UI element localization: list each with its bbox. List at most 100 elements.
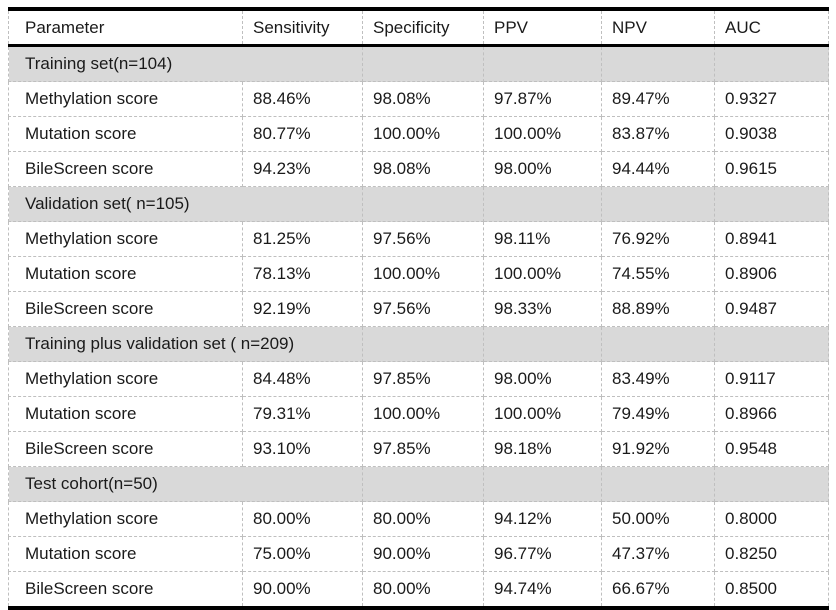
column-header-auc: AUC <box>714 8 829 47</box>
table-row: Methylation score 84.48% 97.85% 98.00% 83.49… <box>8 361 829 397</box>
cell-sensitivity: 79.31% <box>242 396 363 432</box>
cell-sensitivity: 81.25% <box>242 221 363 257</box>
column-header-sensitivity: Sensitivity <box>242 8 363 47</box>
cell-specificity: 97.56% <box>362 291 484 327</box>
cell-ppv: 94.74% <box>483 571 602 609</box>
section-empty-cell <box>483 45 602 82</box>
row-label: Mutation score <box>8 536 243 572</box>
table-row: BileScreen score 92.19% 97.56% 98.33% 88.89%… <box>8 291 829 327</box>
section-empty-cell <box>362 466 484 502</box>
row-label: Methylation score <box>8 81 243 117</box>
cell-npv: 47.37% <box>601 536 715 572</box>
cell-ppv: 98.33% <box>483 291 602 327</box>
cell-specificity: 97.85% <box>362 431 484 467</box>
cell-sensitivity: 78.13% <box>242 256 363 292</box>
table-row: Methylation score 81.25% 97.56% 98.11% 76.92… <box>8 221 829 257</box>
row-label: BileScreen score <box>8 571 243 609</box>
section-empty-cell <box>362 186 484 222</box>
table-row: Methylation score 80.00% 80.00% 94.12% 50.00… <box>8 501 829 537</box>
cell-ppv: 98.18% <box>483 431 602 467</box>
cell-auc: 0.8906 <box>714 256 829 292</box>
cell-ppv: 94.12% <box>483 501 602 537</box>
cell-npv: 83.87% <box>601 116 715 152</box>
cell-sensitivity: 84.48% <box>242 361 363 397</box>
diagnostic-performance-table: Parameter Sensitivity Specificity PPV NPV AUC… <box>8 7 829 610</box>
row-label: Mutation score <box>8 396 243 432</box>
cell-sensitivity: 88.46% <box>242 81 363 117</box>
cell-auc: 0.9038 <box>714 116 829 152</box>
row-label: Mutation score <box>8 256 243 292</box>
cell-ppv: 100.00% <box>483 116 602 152</box>
cell-specificity: 100.00% <box>362 256 484 292</box>
cell-npv: 79.49% <box>601 396 715 432</box>
section-empty-cell <box>714 466 829 502</box>
cell-ppv: 100.00% <box>483 256 602 292</box>
cell-specificity: 100.00% <box>362 396 484 432</box>
section-empty-cell <box>483 326 602 362</box>
cell-sensitivity: 80.00% <box>242 501 363 537</box>
cell-npv: 88.89% <box>601 291 715 327</box>
row-label: Methylation score <box>8 361 243 397</box>
cell-npv: 76.92% <box>601 221 715 257</box>
cell-npv: 74.55% <box>601 256 715 292</box>
cell-npv: 89.47% <box>601 81 715 117</box>
cell-npv: 83.49% <box>601 361 715 397</box>
row-label: BileScreen score <box>8 151 243 187</box>
cell-npv: 50.00% <box>601 501 715 537</box>
section-empty-cell <box>714 326 829 362</box>
section-row: Validation set( n=105) <box>8 186 829 222</box>
cell-specificity: 97.85% <box>362 361 484 397</box>
section-empty-cell <box>601 45 715 82</box>
cell-sensitivity: 80.77% <box>242 116 363 152</box>
table-row: BileScreen score 93.10% 97.85% 98.18% 91.92%… <box>8 431 829 467</box>
cell-auc: 0.8250 <box>714 536 829 572</box>
cell-ppv: 100.00% <box>483 396 602 432</box>
section-empty-cell <box>601 326 715 362</box>
cell-specificity: 80.00% <box>362 571 484 609</box>
cell-ppv: 97.87% <box>483 81 602 117</box>
cell-npv: 94.44% <box>601 151 715 187</box>
column-header-parameter: Parameter <box>8 8 243 47</box>
cell-ppv: 98.11% <box>483 221 602 257</box>
cell-specificity: 97.56% <box>362 221 484 257</box>
section-empty-cell <box>362 45 484 82</box>
header-row: Parameter Sensitivity Specificity PPV NPV AUC <box>8 8 829 47</box>
cell-sensitivity: 92.19% <box>242 291 363 327</box>
metrics-table-container: Parameter Sensitivity Specificity PPV NPV AUC… <box>8 7 829 610</box>
section-empty-cell <box>483 186 602 222</box>
column-header-npv: NPV <box>601 8 715 47</box>
cell-ppv: 98.00% <box>483 151 602 187</box>
cell-npv: 66.67% <box>601 571 715 609</box>
table-body: Training set(n=104) Methylation score 88.… <box>8 45 829 609</box>
cell-specificity: 80.00% <box>362 501 484 537</box>
cell-specificity: 90.00% <box>362 536 484 572</box>
cell-auc: 0.8941 <box>714 221 829 257</box>
column-header-ppv: PPV <box>483 8 602 47</box>
section-header-label: Validation set( n=105) <box>8 186 363 222</box>
cell-specificity: 100.00% <box>362 116 484 152</box>
cell-specificity: 98.08% <box>362 151 484 187</box>
section-empty-cell <box>483 466 602 502</box>
cell-sensitivity: 94.23% <box>242 151 363 187</box>
cell-auc: 0.8500 <box>714 571 829 609</box>
cell-auc: 0.9548 <box>714 431 829 467</box>
section-header-label: Test cohort(n=50) <box>8 466 363 502</box>
row-label: Mutation score <box>8 116 243 152</box>
cell-auc: 0.9117 <box>714 361 829 397</box>
table-row: BileScreen score 94.23% 98.08% 98.00% 94.44%… <box>8 151 829 187</box>
section-header-label: Training plus validation set ( n=209) <box>8 326 363 362</box>
cell-ppv: 96.77% <box>483 536 602 572</box>
section-row: Training set(n=104) <box>8 45 829 82</box>
cell-auc: 0.8966 <box>714 396 829 432</box>
cell-specificity: 98.08% <box>362 81 484 117</box>
row-label: BileScreen score <box>8 431 243 467</box>
table-row: Mutation score 75.00% 90.00% 96.77% 47.37% 0.… <box>8 536 829 572</box>
section-empty-cell <box>601 186 715 222</box>
section-row: Training plus validation set ( n=209) <box>8 326 829 362</box>
table-row: Mutation score 78.13% 100.00% 100.00% 74.55%… <box>8 256 829 292</box>
cell-sensitivity: 90.00% <box>242 571 363 609</box>
cell-auc: 0.9327 <box>714 81 829 117</box>
table-row: Mutation score 80.77% 100.00% 100.00% 83.87%… <box>8 116 829 152</box>
cell-auc: 0.9615 <box>714 151 829 187</box>
row-label: Methylation score <box>8 501 243 537</box>
